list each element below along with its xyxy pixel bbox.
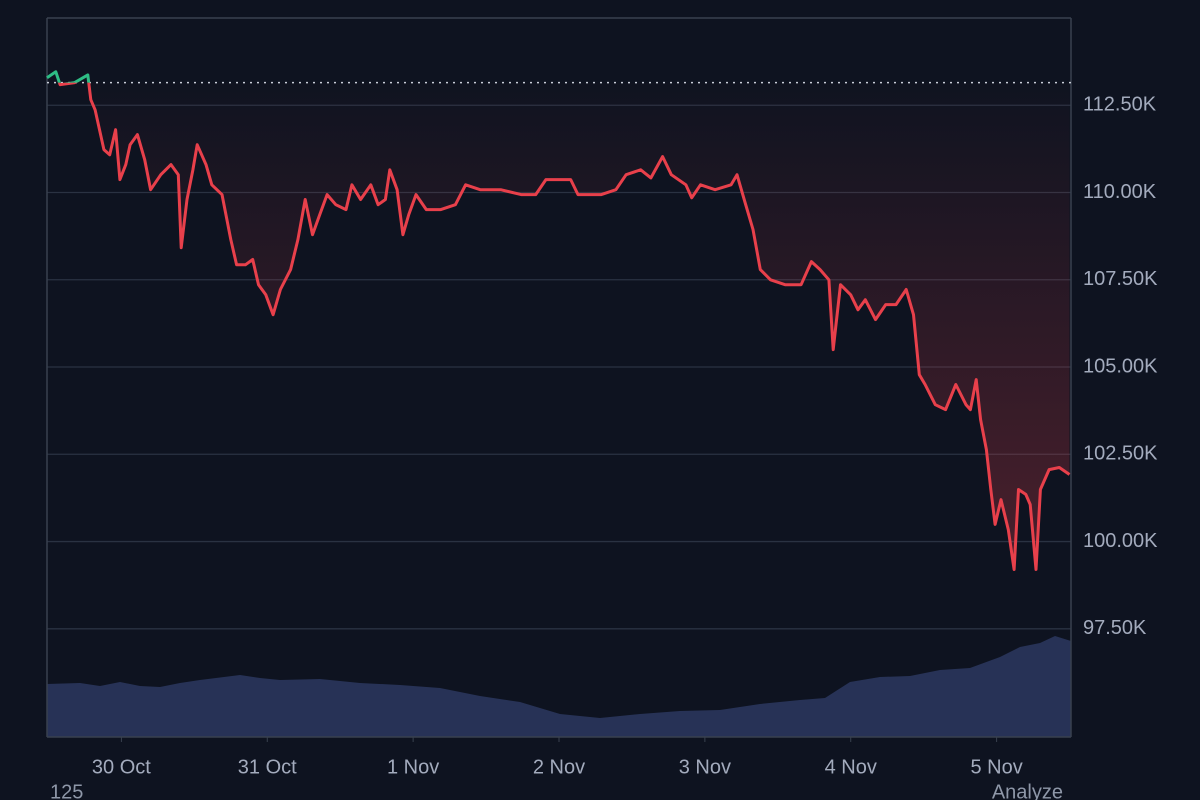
y-tick-label: 110.00K [1083, 181, 1157, 203]
x-tick-label: 5 Nov [970, 756, 1022, 778]
y-tick-label: 105.00K [1083, 355, 1158, 377]
y-tick-label: 112.50K [1083, 94, 1157, 116]
x-tick-label: 1 Nov [387, 756, 439, 778]
y-tick-label: 100.00K [1083, 530, 1158, 552]
footer-left: 125 [50, 781, 83, 800]
y-tick-label: 107.50K [1083, 268, 1158, 290]
volume-area [47, 636, 1071, 737]
price-fill [47, 82, 1070, 570]
y-tick-label: 102.50K [1083, 443, 1158, 465]
x-tick-label: 2 Nov [533, 756, 585, 778]
x-tick-label: 30 Oct [92, 756, 151, 778]
x-tick-label: 3 Nov [679, 756, 731, 778]
x-tick-label: 31 Oct [238, 756, 297, 778]
price-line [57, 82, 1071, 571]
x-tick-label: 4 Nov [825, 756, 877, 778]
footer-right: Analyze [992, 781, 1063, 800]
y-tick-label: 97.50K [1083, 617, 1147, 639]
